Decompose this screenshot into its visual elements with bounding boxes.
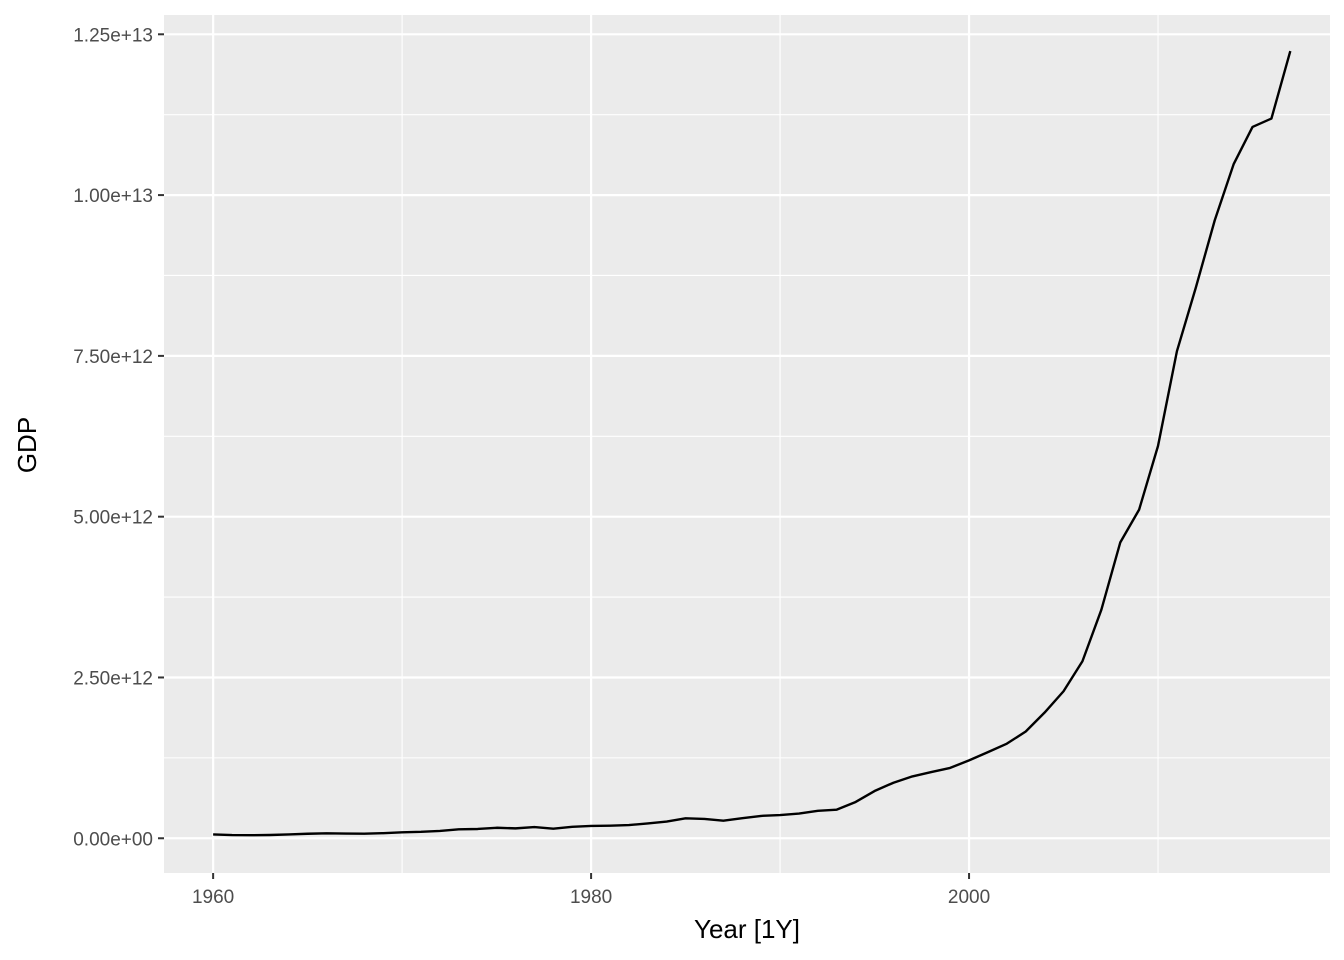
y-tick-label: 2.50e+12 [73,668,153,689]
plot-panel [164,15,1330,873]
y-tick-label: 0.00e+00 [73,829,153,850]
y-tick-label: 7.50e+12 [73,347,153,368]
gdp-series-line [213,50,1292,837]
x-tick-label: 1960 [192,887,234,908]
x-axis-title: Year [1Y] [694,914,800,944]
y-tick-label: 1.25e+13 [73,25,153,46]
y-axis-title: GDP [12,417,42,473]
x-tick-label: 2000 [948,887,990,908]
major-gridlines [164,15,1330,873]
minor-gridlines [164,15,1330,873]
x-tick-label: 1980 [570,887,612,908]
y-tick-label: 1.00e+13 [73,186,153,207]
series-layer [213,50,1292,837]
y-tick-label: 5.00e+12 [73,508,153,529]
x-axis: 1960 1980 2000 [192,873,990,908]
y-axis: 0.00e+00 2.50e+12 5.00e+12 7.50e+12 1.00e+13… [73,25,164,850]
